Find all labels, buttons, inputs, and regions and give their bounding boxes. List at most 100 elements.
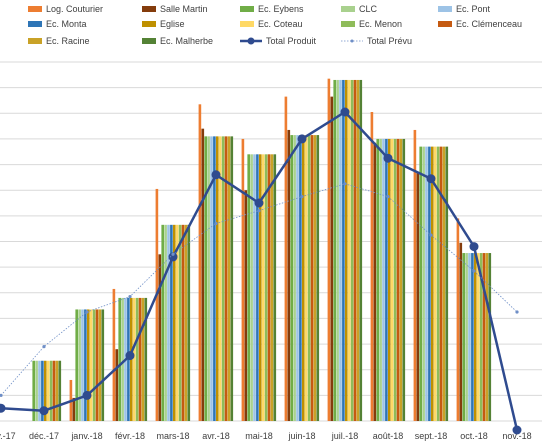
- bar-clc-mars-18: [164, 224, 167, 421]
- bar-clc-juin-18: [293, 135, 296, 421]
- bar-ec-menon-aout-18: [393, 138, 397, 421]
- bar-ec-pont-juil-18: [339, 79, 342, 421]
- bar-salle-martin-fevr-18: [115, 349, 119, 421]
- legend-swatch: [438, 6, 452, 12]
- bar-ec-coteau-mai-18: [261, 154, 265, 421]
- bar-ec-clemenceau-oct-18: [482, 253, 486, 421]
- legend-label: Ec. Monta: [46, 19, 87, 29]
- point-total-prevu-juil-18: [343, 182, 347, 186]
- bar-ec-monta-juin-18: [299, 135, 302, 421]
- legend-line-marker: [341, 39, 363, 43]
- bar-salle-martin-avr-18: [201, 128, 205, 422]
- legend-label: Total Prévu: [367, 36, 413, 46]
- bar-eglise-juin-18: [302, 135, 305, 421]
- bar-ec-monta-janv-18: [84, 309, 87, 421]
- bar-ec-eybens-dec-17: [32, 360, 35, 421]
- bar-ec-eybens-sept-18: [419, 146, 422, 421]
- bar-ec-pont-avr-18: [210, 136, 213, 422]
- x-tick-label: août-18: [373, 431, 404, 441]
- bar-ec-menon-janv-18: [92, 309, 96, 421]
- bar-ec-clemenceau-avr-18: [224, 136, 228, 422]
- bar-ec-monta-oct-18: [471, 253, 474, 421]
- point-total-prevu-avr-18: [214, 221, 218, 226]
- legend-item-total-prevu: Total Prévu: [341, 35, 412, 47]
- bar-ec-monta-sept-18: [428, 146, 431, 421]
- line-series-group: [0, 107, 522, 435]
- x-axis-tick-labels: nov.-17 déc.-17 janv.-18 févr.-18 mars-18 avr…: [0, 431, 532, 441]
- point-total-prevu-oct-18: [472, 269, 476, 273]
- bar-ec-malherbe-juil-18: [359, 79, 363, 421]
- bar-ec-malherbe-dec-17: [58, 360, 62, 421]
- legend-item-ec-pont: Ec. Pont: [438, 3, 490, 15]
- bar-ec-clemenceau-aout-18: [396, 138, 400, 421]
- legend-item-ec-racine: Ec. Racine: [28, 35, 90, 47]
- legend-swatch: [28, 21, 42, 27]
- legend-swatch: [438, 21, 452, 27]
- bar-eglise-mai-18: [259, 154, 262, 421]
- bar-clc-dec-17: [35, 360, 38, 421]
- point-total-produit-dec-17: [39, 406, 49, 416]
- bar-clc-avr-18: [207, 136, 210, 422]
- legend-label: Ec. Racine: [46, 36, 90, 46]
- bar-salle-martin-sept-18: [416, 172, 420, 421]
- x-tick-label: juil.-18: [331, 431, 359, 441]
- point-total-produit-juil-18: [340, 107, 350, 117]
- point-total-prevu-sept-18: [429, 233, 433, 237]
- point-total-produit-fevr-18: [125, 351, 135, 361]
- legend-item-eglise: Eglise: [142, 18, 185, 30]
- bar-ec-coteau-oct-18: [476, 253, 480, 421]
- bar-ec-clemenceau-mai-18: [267, 154, 271, 421]
- bar-ec-racine-aout-18: [399, 138, 403, 421]
- bar-ec-coteau-juil-18: [347, 79, 351, 421]
- bar-ec-coteau-avr-18: [218, 136, 222, 422]
- legend-swatch: [240, 21, 254, 27]
- point-total-prevu-nov-17: [0, 393, 3, 397]
- legend-swatch: [240, 6, 254, 12]
- bar-ec-menon-mars-18: [178, 224, 182, 421]
- bar-clc-aout-18: [379, 138, 382, 421]
- legend-item-ec-eybens: Ec. Eybens: [240, 3, 304, 15]
- x-tick-label: déc.-17: [29, 431, 59, 441]
- legend-label: Salle Martin: [160, 4, 208, 14]
- legend: Log. Couturier Salle Martin Ec. Eybens CLC E…: [0, 0, 542, 56]
- bar-ec-malherbe-mai-18: [273, 154, 277, 421]
- point-total-produit-aout-18: [383, 153, 393, 163]
- bar-ec-racine-fevr-18: [141, 297, 145, 421]
- legend-item-ec-clemenceau: Ec. Clémenceau: [438, 18, 522, 30]
- legend-item-ec-malherbe: Ec. Malherbe: [142, 35, 213, 47]
- point-total-prevu-mars-18: [171, 252, 175, 256]
- legend-item-ec-coteau: Ec. Coteau: [240, 18, 303, 30]
- bar-ec-menon-fevr-18: [135, 297, 139, 421]
- bar-ec-coteau-sept-18: [433, 146, 437, 421]
- bar-ec-malherbe-juin-18: [316, 135, 320, 421]
- point-total-produit-oct-18: [469, 242, 479, 252]
- bar-clc-janv-18: [78, 309, 81, 421]
- bar-eglise-avr-18: [216, 136, 219, 422]
- bar-salle-martin-aout-18: [373, 142, 377, 421]
- bar-ec-menon-avr-18: [221, 136, 225, 422]
- point-total-prevu-aout-18: [386, 195, 390, 199]
- bar-ec-coteau-janv-18: [89, 309, 93, 421]
- bar-ec-pont-mars-18: [167, 224, 170, 421]
- bar-ec-coteau-aout-18: [390, 138, 394, 421]
- x-tick-label: mars-18: [156, 431, 189, 441]
- bar-ec-coteau-dec-17: [46, 360, 50, 421]
- bar-clc-fevr-18: [121, 297, 124, 421]
- bar-ec-clemenceau-fevr-18: [138, 297, 142, 421]
- bar-salle-martin-mai-18: [244, 190, 248, 421]
- legend-label: Ec. Coteau: [258, 19, 303, 29]
- legend-label: Log. Couturier: [46, 4, 104, 14]
- bar-series-group: [32, 78, 492, 422]
- point-total-prevu-juin-18: [300, 195, 304, 199]
- bar-ec-malherbe-oct-18: [488, 253, 492, 421]
- bar-ec-racine-mars-18: [184, 224, 188, 421]
- point-total-produit-mai-18: [254, 198, 264, 208]
- bar-clc-oct-18: [465, 253, 468, 421]
- bar-ec-eybens-oct-18: [462, 253, 465, 421]
- bar-ec-racine-oct-18: [485, 253, 489, 421]
- bar-log-couturier-aout-18: [370, 112, 374, 421]
- x-tick-label: févr.-18: [115, 431, 145, 441]
- x-tick-label: sept.-18: [415, 431, 448, 441]
- bar-ec-eybens-juil-18: [333, 79, 336, 421]
